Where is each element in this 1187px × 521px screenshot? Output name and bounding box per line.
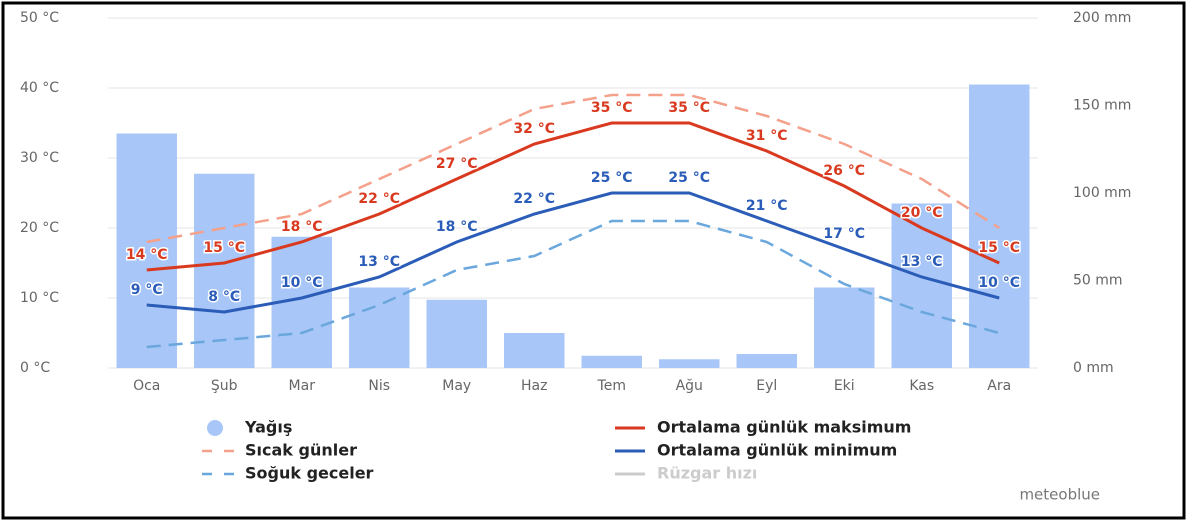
data-label: 35 °C — [591, 100, 633, 116]
y2-tick-label: 100 mm — [1073, 185, 1131, 201]
x-tick-label: Ağu — [676, 378, 703, 394]
y-tick-label: 40 °C — [20, 80, 59, 96]
data-label: 25 °C — [591, 170, 633, 186]
x-tick-label: Ara — [987, 378, 1011, 394]
legend-label: Rüzgar hızı — [657, 464, 757, 483]
legend-label: Ortalama günlük maksimum — [657, 418, 911, 437]
data-label: 18 °C — [281, 219, 323, 235]
x-tick-label: Kas — [909, 378, 934, 394]
y2-tick-label: 50 mm — [1073, 273, 1123, 289]
x-tick-label: Nis — [368, 378, 390, 394]
y2-tick-label: 150 mm — [1073, 98, 1131, 114]
data-label: 10 °C — [281, 275, 323, 291]
x-tick-label: Eyl — [756, 378, 777, 394]
data-label: 21 °C — [746, 198, 788, 214]
bar — [814, 287, 875, 368]
y-tick-label: 0 °C — [20, 360, 50, 376]
x-tick-label: Mar — [289, 378, 316, 394]
x-tick-label: Şub — [211, 378, 238, 394]
data-label: 27 °C — [436, 156, 478, 172]
data-label: 15 °C — [203, 240, 245, 256]
y-tick-label: 20 °C — [20, 220, 59, 236]
bar — [581, 355, 642, 368]
line — [146, 219, 1000, 349]
data-label: 13 °C — [358, 254, 400, 270]
data-label: 22 °C — [513, 191, 555, 207]
data-label: 10 °C — [978, 275, 1020, 291]
data-label: 31 °C — [746, 128, 788, 144]
x-tick-label: Tem — [597, 378, 626, 394]
bar — [891, 203, 952, 368]
data-label: 25 °C — [668, 170, 710, 186]
legend-label: Soğuk geceler — [245, 464, 374, 483]
legend-label: Sıcak günler — [245, 441, 357, 460]
x-tick-label: Oca — [133, 378, 160, 394]
watermark: meteoblue — [1019, 486, 1100, 504]
y2-tick-label: 0 mm — [1073, 360, 1114, 376]
bar — [504, 333, 565, 368]
data-label: 35 °C — [668, 100, 710, 116]
bar — [736, 354, 797, 368]
data-label: 18 °C — [436, 219, 478, 235]
y-tick-label: 30 °C — [20, 150, 59, 166]
line — [146, 93, 1000, 244]
data-label: 32 °C — [513, 121, 555, 137]
y2-tick-label: 200 mm — [1073, 10, 1131, 26]
bar — [194, 173, 255, 368]
data-label: 8 °C — [208, 289, 240, 305]
line — [146, 191, 1000, 314]
bar — [969, 84, 1030, 368]
bar — [659, 359, 720, 368]
bar — [426, 299, 487, 368]
data-label: 9 °C — [131, 282, 163, 298]
data-label: 14 °C — [126, 247, 168, 263]
bar — [116, 133, 177, 368]
x-tick-label: Eki — [834, 378, 855, 394]
data-label: 22 °C — [358, 191, 400, 207]
data-label: 13 °C — [901, 254, 943, 270]
x-tick-label: May — [442, 378, 471, 394]
data-label: 26 °C — [823, 163, 865, 179]
line — [146, 121, 1000, 272]
legend-swatch — [207, 420, 223, 436]
data-label: 20 °C — [901, 205, 943, 221]
data-label: 15 °C — [978, 240, 1020, 256]
legend-label: Ortalama günlük minimum — [657, 441, 897, 460]
legend-label: Yağış — [244, 418, 292, 437]
bar — [349, 287, 410, 368]
y-tick-label: 50 °C — [20, 10, 59, 26]
data-label: 17 °C — [823, 226, 865, 242]
x-tick-label: Haz — [521, 378, 547, 394]
y-tick-label: 10 °C — [20, 290, 59, 306]
